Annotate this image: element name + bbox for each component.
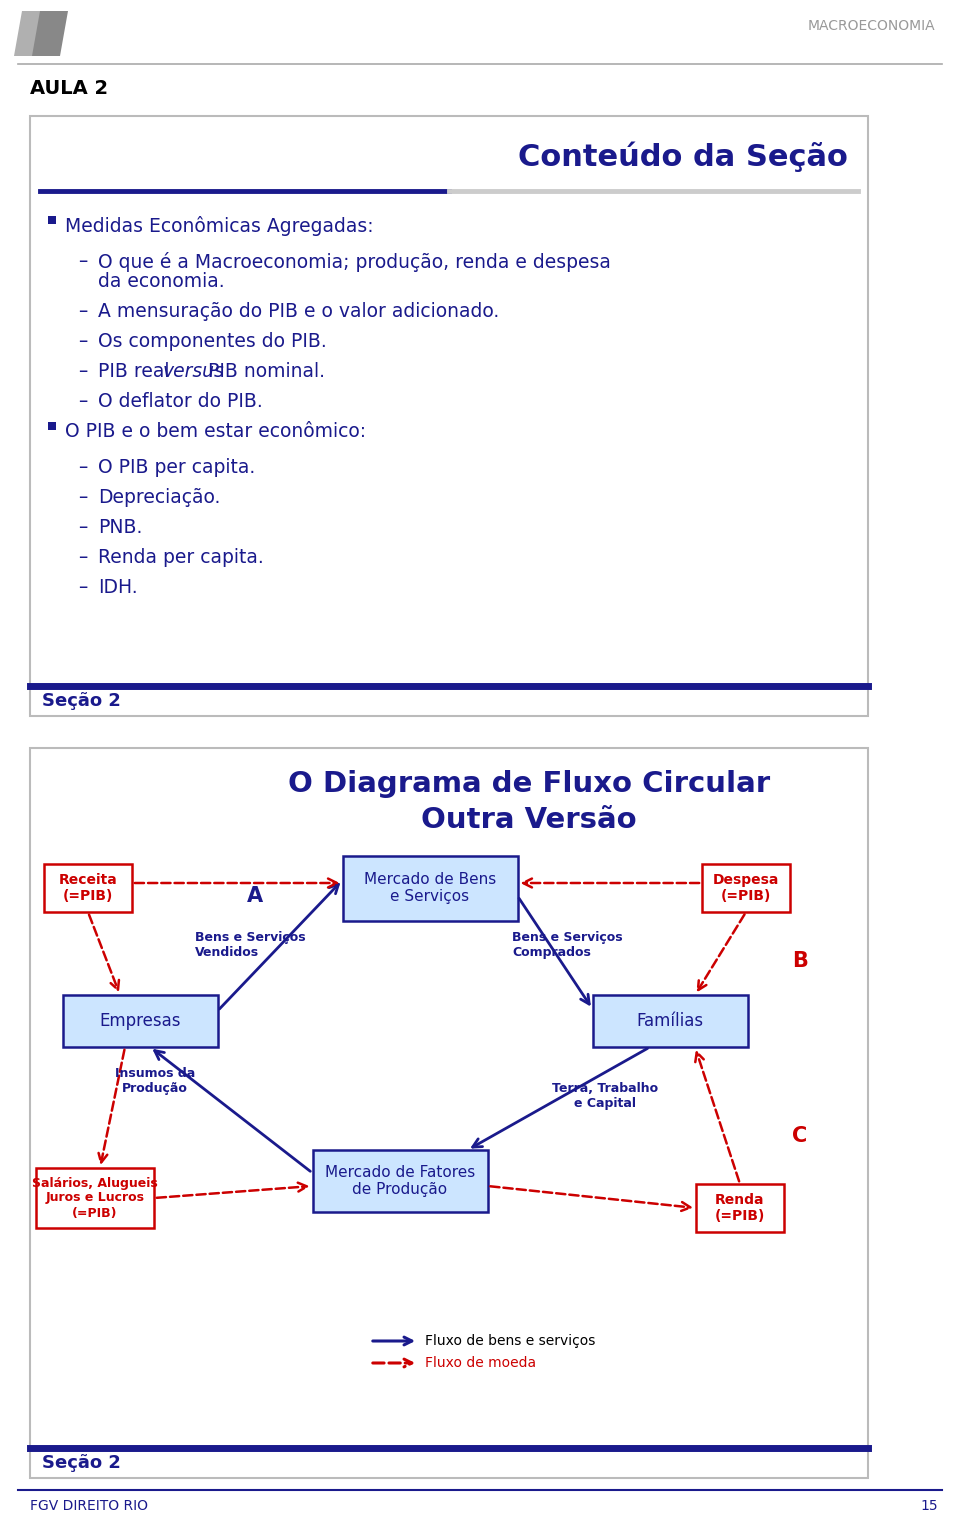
Text: A: A	[247, 887, 263, 906]
Text: Renda per capita.: Renda per capita.	[98, 548, 264, 568]
FancyBboxPatch shape	[44, 864, 132, 913]
Text: Depreciação.: Depreciação.	[98, 488, 221, 507]
FancyBboxPatch shape	[36, 1167, 154, 1228]
Text: C: C	[792, 1126, 807, 1146]
Text: Outra Versão: Outra Versão	[421, 806, 636, 835]
Text: Fluxo de moeda: Fluxo de moeda	[425, 1357, 536, 1370]
Text: Bens e Serviços
Vendidos: Bens e Serviços Vendidos	[195, 931, 305, 958]
Text: Os componentes do PIB.: Os componentes do PIB.	[98, 333, 326, 351]
Bar	[48, 423, 56, 430]
Text: Mercado de Bens
e Serviços: Mercado de Bens e Serviços	[364, 871, 496, 905]
Text: IDH.: IDH.	[98, 578, 137, 597]
FancyBboxPatch shape	[313, 1151, 488, 1212]
Text: PIB real: PIB real	[98, 362, 176, 382]
FancyBboxPatch shape	[592, 995, 748, 1047]
Text: versus: versus	[163, 362, 225, 382]
Text: Terra, Trabalho
e Capital: Terra, Trabalho e Capital	[552, 1082, 658, 1109]
Text: Insumos da
Produção: Insumos da Produção	[115, 1067, 195, 1096]
FancyBboxPatch shape	[62, 995, 218, 1047]
Text: MACROECONOMIA: MACROECONOMIA	[807, 18, 935, 34]
Text: FGV DIREITO RIO: FGV DIREITO RIO	[30, 1499, 148, 1512]
Text: Medidas Econômicas Agregadas:: Medidas Econômicas Agregadas:	[65, 217, 373, 237]
Text: O PIB e o bem estar econômico:: O PIB e o bem estar econômico:	[65, 423, 366, 441]
Text: A mensuração do PIB e o valor adicionado.: A mensuração do PIB e o valor adicionado…	[98, 302, 499, 320]
Text: PIB nominal.: PIB nominal.	[202, 362, 324, 382]
Text: –: –	[78, 392, 87, 410]
Text: Conteúdo da Seção: Conteúdo da Seção	[518, 140, 848, 171]
Text: Seção 2: Seção 2	[42, 691, 121, 710]
Polygon shape	[14, 11, 50, 56]
Text: O deflator do PIB.: O deflator do PIB.	[98, 392, 263, 410]
Text: –: –	[78, 333, 87, 351]
Text: Despesa
(=PIB): Despesa (=PIB)	[713, 873, 780, 903]
Text: O Diagrama de Fluxo Circular: O Diagrama de Fluxo Circular	[288, 771, 770, 798]
Bar	[48, 217, 56, 224]
Text: –: –	[78, 488, 87, 507]
Text: da economia.: da economia.	[98, 272, 225, 291]
FancyBboxPatch shape	[696, 1184, 784, 1231]
Text: Fluxo de bens e serviços: Fluxo de bens e serviços	[425, 1334, 595, 1347]
Text: Seção 2: Seção 2	[42, 1454, 121, 1473]
FancyBboxPatch shape	[30, 116, 868, 716]
Text: –: –	[78, 578, 87, 597]
FancyBboxPatch shape	[343, 856, 517, 920]
Text: Renda
(=PIB): Renda (=PIB)	[715, 1193, 765, 1224]
Text: O PIB per capita.: O PIB per capita.	[98, 458, 255, 478]
Text: AULA 2: AULA 2	[30, 78, 108, 98]
Text: –: –	[78, 252, 87, 272]
Text: –: –	[78, 517, 87, 537]
Text: Salários, Alugueis
Juros e Lucros
(=PIB): Salários, Alugueis Juros e Lucros (=PIB)	[32, 1177, 157, 1219]
Text: Famílias: Famílias	[636, 1012, 704, 1030]
Text: Receita
(=PIB): Receita (=PIB)	[59, 873, 117, 903]
Text: –: –	[78, 302, 87, 320]
Text: 15: 15	[921, 1499, 938, 1512]
FancyBboxPatch shape	[30, 748, 868, 1479]
Text: Mercado de Fatores
de Produção: Mercado de Fatores de Produção	[324, 1164, 475, 1198]
Text: –: –	[78, 362, 87, 382]
Text: –: –	[78, 458, 87, 478]
Text: –: –	[78, 548, 87, 568]
Polygon shape	[32, 11, 68, 56]
Text: B: B	[792, 951, 808, 971]
Text: Bens e Serviços
Comprados: Bens e Serviços Comprados	[512, 931, 623, 958]
Text: O que é a Macroeconomia; produção, renda e despesa: O que é a Macroeconomia; produção, renda…	[98, 252, 611, 272]
FancyBboxPatch shape	[702, 864, 790, 913]
Text: PNB.: PNB.	[98, 517, 142, 537]
Text: Empresas: Empresas	[99, 1012, 180, 1030]
